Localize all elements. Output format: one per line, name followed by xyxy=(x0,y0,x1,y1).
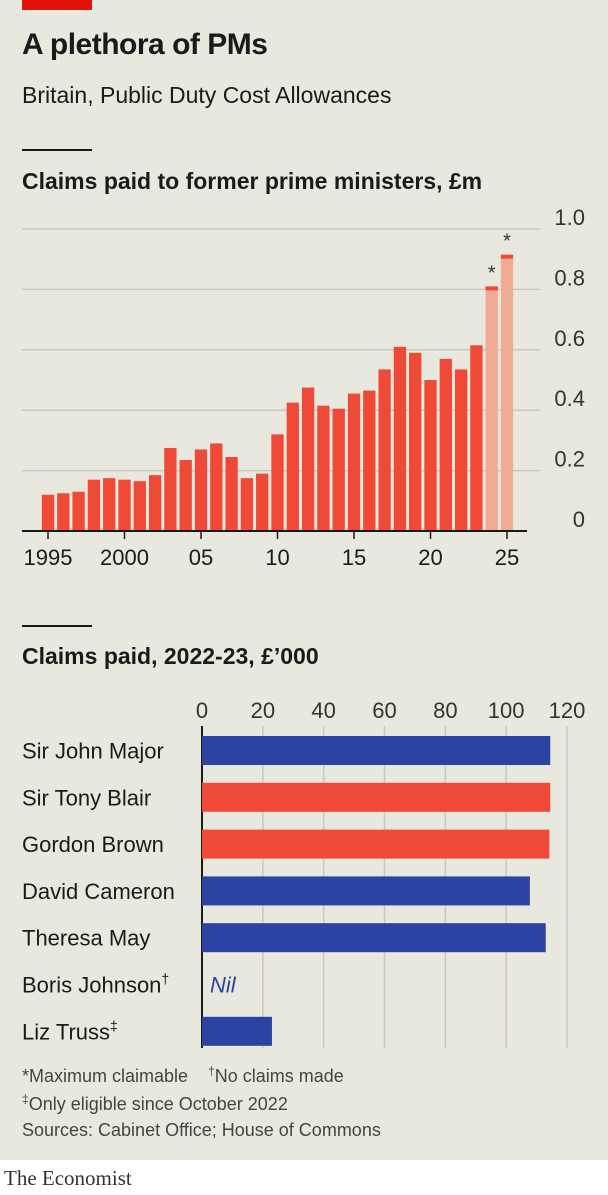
bar-2010 xyxy=(271,434,284,531)
bar-2020 xyxy=(424,380,437,531)
y-tick-label: 0.2 xyxy=(554,447,585,472)
row-label: Boris Johnson† xyxy=(22,971,169,998)
no-claims-mark: † xyxy=(208,1064,215,1078)
brand-red-tag xyxy=(22,0,92,10)
eligible-text: Only eligible since October 2022 xyxy=(28,1094,288,1114)
bar-2021 xyxy=(439,358,452,531)
hbar-chart-title: Claims paid, 2022-23, £’000 xyxy=(22,643,319,669)
footnote-line-2: ‡Only eligible since October 2022 xyxy=(22,1092,288,1115)
estimate-marker: * xyxy=(503,231,511,253)
bar-2007 xyxy=(225,457,238,531)
bar-2015 xyxy=(347,393,361,531)
bar-2016 xyxy=(363,390,376,531)
row-label: Gordon Brown xyxy=(22,832,164,857)
bar-2017 xyxy=(378,369,391,531)
eligible-mark: ‡ xyxy=(22,1092,29,1106)
chart-subtitle: Britain, Public Duty Cost Allowances xyxy=(22,82,392,108)
bar-sir-tony-blair xyxy=(202,782,551,812)
bar-1997 xyxy=(72,491,85,531)
pm-claims-chart: 0 20 40 60 80 100 120 Sir John Major Sir Tony Bl… xyxy=(22,698,586,1048)
bar-chart-title: Claims paid to former prime ministers, £… xyxy=(22,168,483,194)
bar-2000 xyxy=(118,479,131,531)
row-label: Liz Truss‡ xyxy=(22,1017,118,1044)
x-tick-label: 15 xyxy=(342,545,366,570)
y-tick-label: 0.8 xyxy=(554,265,585,290)
bar-2024 xyxy=(485,286,498,531)
x-tick-label: 80 xyxy=(433,698,457,723)
bar-2011 xyxy=(286,402,299,531)
footnote-line-1: *Maximum claimable †No claims made xyxy=(22,1064,344,1087)
y-tick-label: 1.0 xyxy=(554,205,585,230)
section-rule-2 xyxy=(22,625,92,627)
x-tick-label: 0 xyxy=(196,698,208,723)
row-label-mark: † xyxy=(161,971,169,987)
estimate-marker: * xyxy=(488,262,496,284)
bar-1998 xyxy=(87,479,101,531)
bar-2013 xyxy=(317,405,330,531)
bar-2002 xyxy=(148,475,162,531)
row-label-mark: ‡ xyxy=(110,1017,118,1033)
x-tick-label: 120 xyxy=(549,698,586,723)
row-label: David Cameron xyxy=(22,879,175,904)
y-tick-label: 0.6 xyxy=(554,326,585,351)
bar-david-cameron xyxy=(202,876,530,906)
max-mark: * xyxy=(22,1066,30,1086)
y-tick-label: 0.4 xyxy=(554,386,585,411)
bar-1996 xyxy=(57,493,70,531)
bar-2006 xyxy=(210,443,223,531)
sources-note: Sources: Cabinet Office; House of Common… xyxy=(22,1120,381,1140)
x-tick-label: 25 xyxy=(495,545,519,570)
bar-2003 xyxy=(164,447,177,531)
x-tick-label: 10 xyxy=(265,545,289,570)
section-rule-1 xyxy=(22,149,92,151)
x-tick-label: 2000 xyxy=(100,545,149,570)
bar-2012 xyxy=(301,387,315,531)
bar-1995 xyxy=(41,494,55,531)
bar-sir-john-major xyxy=(202,736,551,765)
x-tick-label: 20 xyxy=(418,545,442,570)
bar-theresa-may xyxy=(202,923,546,953)
max-text: Maximum claimable xyxy=(29,1066,189,1086)
bar-2014 xyxy=(332,408,345,531)
bar-2004 xyxy=(179,460,192,531)
bar-2025 xyxy=(500,254,514,532)
x-tick-label: 40 xyxy=(311,698,335,723)
bar-2005 xyxy=(194,449,208,531)
row-label: Theresa May xyxy=(22,926,150,951)
bar-liz-truss xyxy=(202,1016,272,1046)
y-tick-label: 0 xyxy=(573,507,585,532)
x-tick-label: 20 xyxy=(251,698,275,723)
no-claims-text: No claims made xyxy=(214,1066,344,1086)
x-tick-label: 05 xyxy=(189,545,213,570)
row-label: Sir John Major xyxy=(22,739,164,764)
row-label: Sir Tony Blair xyxy=(22,785,151,810)
bar-cap-2025 xyxy=(500,254,514,259)
x-tick-label: 100 xyxy=(488,698,525,723)
bar-2008 xyxy=(240,478,254,531)
x-tick-label: 60 xyxy=(372,698,396,723)
bar-2018 xyxy=(393,346,407,531)
annual-claims-chart: 0 0.2 0.4 0.6 0.8 1.0 * * 1995 2000 05 10 15 20 25 xyxy=(22,205,585,570)
bar-1999 xyxy=(103,478,116,531)
bar-cap-2024 xyxy=(485,286,498,291)
nil-label: Nil xyxy=(210,973,237,998)
bar-2001 xyxy=(133,481,146,531)
bar-2019 xyxy=(409,352,422,531)
bar-gordon-brown xyxy=(202,829,550,859)
bar-2022 xyxy=(454,369,468,531)
x-tick-label: 1995 xyxy=(24,545,73,570)
bar-2009 xyxy=(256,473,269,531)
economist-logo: The Economist xyxy=(4,1166,132,1190)
bar-2023 xyxy=(470,345,483,531)
chart-title: A plethora of PMs xyxy=(22,28,268,61)
